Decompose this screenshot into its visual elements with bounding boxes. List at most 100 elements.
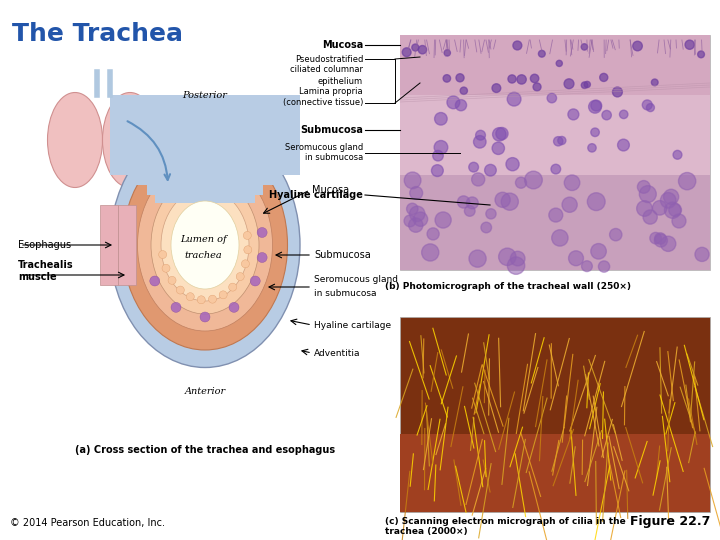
Circle shape — [460, 87, 467, 94]
Circle shape — [533, 83, 541, 91]
Circle shape — [551, 164, 561, 174]
Bar — [130, 115, 280, 185]
Circle shape — [642, 100, 652, 110]
Text: in submucosa: in submucosa — [314, 288, 377, 298]
Circle shape — [219, 291, 228, 299]
Text: (b) Photomicrograph of the tracheal wall (250×): (b) Photomicrograph of the tracheal wall… — [385, 282, 631, 291]
Circle shape — [413, 212, 428, 226]
Text: Submucosa: Submucosa — [300, 125, 363, 135]
Circle shape — [443, 75, 451, 82]
Circle shape — [435, 112, 447, 125]
Circle shape — [257, 227, 267, 238]
Circle shape — [613, 87, 622, 97]
Circle shape — [589, 100, 601, 113]
Circle shape — [476, 130, 485, 140]
Text: (connective tissue): (connective tissue) — [283, 98, 363, 107]
Circle shape — [654, 234, 667, 247]
Circle shape — [481, 222, 492, 233]
Circle shape — [444, 50, 451, 56]
Circle shape — [435, 212, 451, 228]
Text: Esophagus: Esophagus — [18, 240, 71, 250]
Circle shape — [434, 140, 448, 154]
Bar — [400, 35, 710, 270]
Circle shape — [186, 293, 194, 301]
Circle shape — [654, 233, 666, 244]
Circle shape — [643, 210, 657, 224]
Text: Mucosa: Mucosa — [312, 185, 349, 195]
Circle shape — [150, 276, 160, 286]
Text: Lamina propria: Lamina propria — [300, 87, 363, 97]
Circle shape — [610, 228, 622, 241]
Circle shape — [486, 208, 496, 219]
Bar — [400, 434, 710, 512]
Text: Mucosa: Mucosa — [322, 40, 363, 50]
Circle shape — [492, 84, 500, 92]
Circle shape — [496, 127, 508, 140]
Text: Posterior: Posterior — [183, 91, 228, 100]
Circle shape — [591, 244, 606, 259]
Circle shape — [418, 45, 427, 54]
Circle shape — [637, 180, 650, 193]
Text: The Trachea: The Trachea — [12, 22, 183, 46]
Circle shape — [209, 295, 217, 303]
Circle shape — [525, 171, 542, 189]
Ellipse shape — [110, 123, 300, 368]
Circle shape — [652, 79, 658, 86]
Circle shape — [236, 273, 244, 281]
Text: Hyaline cartilage: Hyaline cartilage — [314, 321, 391, 329]
Circle shape — [456, 74, 464, 82]
Circle shape — [562, 197, 577, 212]
Bar — [147, 130, 263, 195]
Text: Seromucous gland: Seromucous gland — [284, 143, 363, 152]
Circle shape — [492, 142, 505, 154]
Circle shape — [176, 286, 184, 294]
Bar — [400, 317, 710, 512]
Circle shape — [472, 173, 485, 186]
Circle shape — [200, 312, 210, 322]
Text: in submucosa: in submucosa — [305, 153, 363, 163]
Circle shape — [508, 257, 525, 274]
Circle shape — [257, 253, 267, 262]
Circle shape — [539, 50, 545, 57]
Circle shape — [591, 128, 599, 137]
Bar — [400, 95, 710, 175]
Circle shape — [433, 151, 444, 161]
Circle shape — [588, 144, 596, 152]
Text: (c) Scanning electron micrograph of cilia in the
trachea (2000×): (c) Scanning electron micrograph of cili… — [385, 517, 626, 536]
Text: epithelium: epithelium — [318, 77, 363, 85]
Circle shape — [591, 100, 602, 111]
Ellipse shape — [102, 92, 158, 187]
Bar — [155, 148, 255, 203]
Circle shape — [547, 93, 557, 103]
Circle shape — [402, 48, 411, 57]
Ellipse shape — [151, 176, 259, 314]
Text: Seromucous gland: Seromucous gland — [314, 275, 398, 285]
Circle shape — [558, 137, 566, 145]
Circle shape — [549, 208, 563, 222]
Text: Adventitia: Adventitia — [314, 348, 361, 357]
Bar — [400, 175, 710, 270]
Ellipse shape — [171, 201, 239, 289]
Circle shape — [581, 82, 588, 89]
Circle shape — [507, 92, 521, 106]
Bar — [400, 35, 710, 95]
Circle shape — [455, 99, 467, 111]
Text: Hyaline cartilage: Hyaline cartilage — [269, 190, 363, 200]
Circle shape — [639, 186, 656, 202]
Circle shape — [665, 202, 681, 218]
Circle shape — [241, 260, 249, 268]
Circle shape — [531, 74, 539, 83]
Circle shape — [564, 175, 580, 191]
Circle shape — [517, 75, 526, 84]
Circle shape — [469, 163, 479, 172]
Circle shape — [158, 251, 166, 259]
Text: Submucosa: Submucosa — [314, 250, 371, 260]
Circle shape — [678, 172, 696, 190]
Circle shape — [584, 82, 590, 87]
Text: Trachealis: Trachealis — [18, 260, 73, 270]
Circle shape — [598, 261, 610, 272]
Ellipse shape — [138, 159, 272, 331]
Circle shape — [664, 189, 679, 204]
Circle shape — [673, 150, 682, 159]
Circle shape — [581, 44, 588, 50]
